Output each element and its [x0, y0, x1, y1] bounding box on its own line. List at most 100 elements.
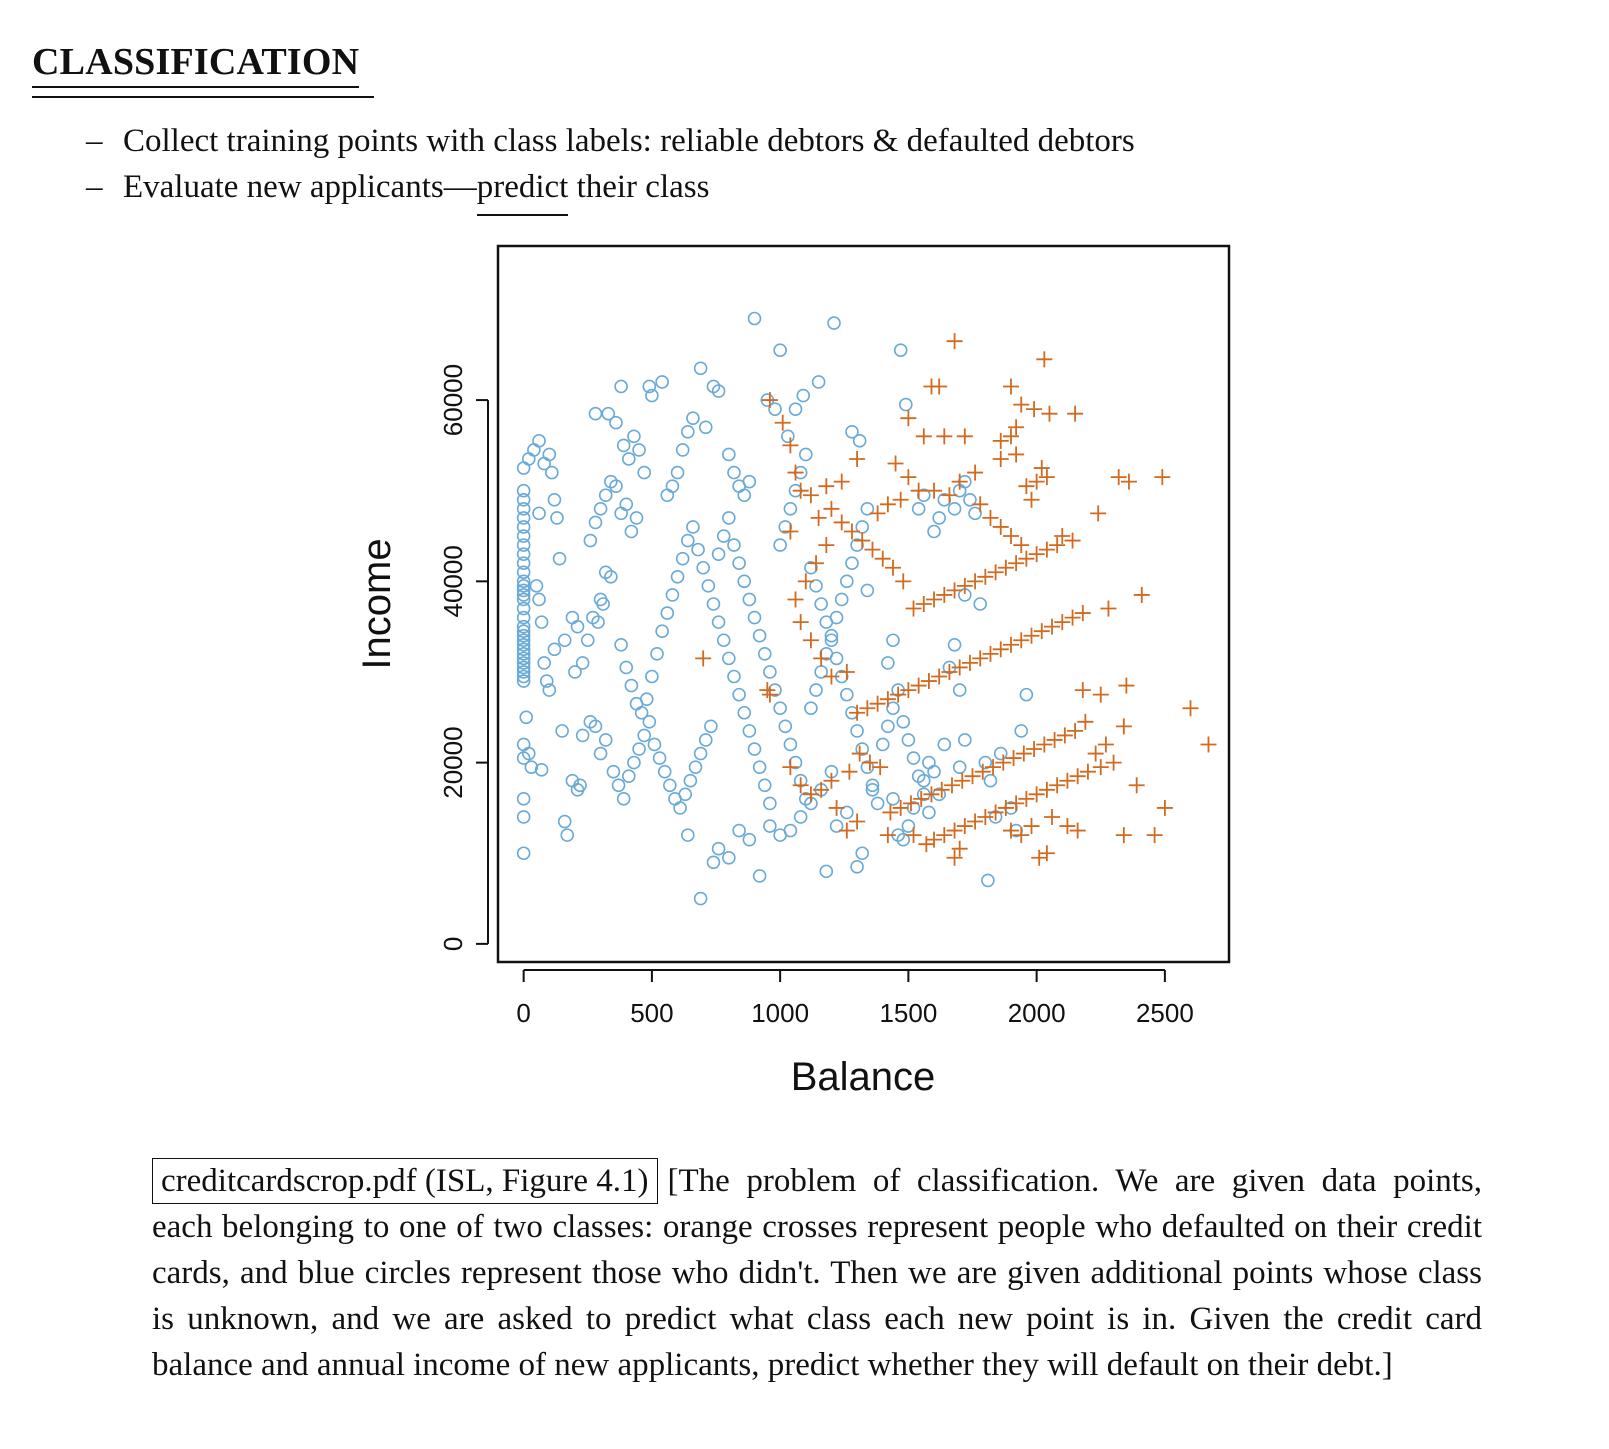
blue-circle-point: [704, 719, 718, 734]
orange-cross-point: [864, 541, 881, 558]
orange-cross-point: [787, 591, 804, 608]
blue-circle-point: [516, 665, 531, 679]
blue-circle-point: [693, 746, 708, 761]
blue-circle-point: [575, 656, 590, 670]
blue-circle-point: [598, 733, 613, 747]
x-axis-label: Balance: [791, 1055, 936, 1099]
orange-cross-point: [1033, 460, 1050, 477]
orange-cross-point: [1028, 546, 1045, 563]
blue-circle-point: [706, 855, 721, 870]
bullet-text: Evaluate new applicants—: [123, 169, 477, 205]
orange-cross-point: [985, 759, 1002, 776]
orange-cross-point: [956, 577, 973, 594]
orange-cross-point: [895, 573, 912, 590]
blue-circle-point: [642, 379, 657, 394]
blue-circle-point: [732, 823, 746, 838]
blue-circle-point: [516, 601, 531, 616]
orange-cross-point: [1182, 700, 1199, 717]
orange-cross-point: [838, 663, 855, 680]
orange-cross-point: [1090, 505, 1107, 522]
blue-circle-point: [796, 388, 811, 403]
orange-cross-point: [759, 682, 776, 699]
orange-cross-point: [1059, 772, 1076, 789]
orange-cross-point: [1008, 795, 1025, 812]
blue-circle-point: [532, 434, 546, 448]
orange-cross-point: [797, 573, 814, 590]
blue-circle-point: [516, 647, 531, 661]
orange-cross-point: [1013, 632, 1030, 649]
blue-circle-point: [809, 579, 823, 593]
blue-circle-point: [747, 610, 762, 625]
orange-cross-point: [859, 700, 876, 717]
blue-circle-point: [532, 506, 546, 521]
blue-circle-point: [927, 764, 941, 779]
blue-circle-point: [860, 502, 875, 516]
y-axis-label: Income: [355, 538, 399, 669]
blue-circle-point: [958, 733, 972, 747]
blue-circle-point: [516, 538, 531, 552]
x-tick-label: 0: [516, 998, 530, 1028]
orange-cross-point: [1038, 541, 1055, 558]
blue-circle-point: [614, 379, 628, 394]
blue-circle-point: [881, 719, 895, 734]
blue-circle-point: [580, 633, 595, 648]
blue-circle-point: [732, 687, 746, 702]
blue-circle-point: [716, 529, 731, 543]
blue-circle-point: [845, 556, 859, 571]
blue-circle-point: [899, 397, 913, 412]
y-tick-label: 0: [438, 937, 468, 951]
blue-circle-point: [865, 782, 880, 797]
orange-cross-point: [1077, 713, 1094, 730]
orange-cross-point: [1115, 827, 1132, 844]
blue-circle-point: [516, 651, 531, 666]
orange-cross-point: [1031, 849, 1048, 866]
orange-cross-point: [1013, 396, 1030, 413]
blue-circle-point: [886, 633, 900, 648]
blue-circle-point: [516, 502, 531, 516]
orange-cross-point: [818, 537, 835, 554]
blue-circle-point: [537, 656, 551, 670]
blue-circle-point: [534, 763, 549, 777]
orange-cross-point: [997, 559, 1014, 576]
blue-circle-point: [616, 792, 631, 806]
orange-cross-point: [1028, 473, 1045, 490]
blue-circle-point: [516, 846, 531, 861]
blue-circle-point: [639, 692, 654, 706]
orange-cross-point: [879, 691, 896, 708]
orange-cross-point: [1044, 808, 1061, 825]
blue-circle-point: [611, 778, 626, 793]
blue-circle-point: [650, 647, 664, 661]
blue-circle-point: [609, 415, 623, 430]
orange-cross-point: [972, 650, 989, 667]
orange-cross-point: [872, 759, 889, 776]
blue-circle-point: [783, 737, 798, 752]
blue-circle-point: [660, 606, 675, 620]
blue-circle-point: [768, 402, 782, 416]
blue-circle-point: [516, 483, 531, 498]
x-tick-label: 2500: [1136, 998, 1194, 1028]
orange-cross-point: [849, 450, 866, 467]
blue-circle-point: [783, 823, 798, 838]
blue-circle-point: [701, 579, 716, 593]
blue-circle-point: [824, 633, 839, 648]
blue-circle-point: [711, 547, 726, 561]
blue-circle-point: [742, 724, 757, 738]
blue-circle-point: [732, 556, 746, 571]
orange-cross-point: [1018, 790, 1035, 807]
blue-circle-point: [870, 796, 885, 811]
orange-cross-point: [1059, 818, 1076, 835]
blue-circle-point: [627, 429, 641, 444]
blue-circle-point: [875, 737, 890, 752]
blue-circle-point: [947, 502, 962, 516]
blue-circle-point: [952, 760, 967, 774]
orange-cross-point: [946, 849, 963, 866]
blue-circle-point: [614, 637, 628, 652]
blue-circle-point: [696, 560, 710, 575]
plot-frame: [496, 244, 1231, 964]
orange-cross-point: [951, 659, 968, 676]
blue-circle-point: [978, 755, 993, 770]
blue-circle-point: [968, 506, 982, 521]
blue-circle-point: [834, 592, 849, 607]
blue-circle-point: [516, 565, 531, 580]
orange-cross-point: [802, 487, 819, 504]
